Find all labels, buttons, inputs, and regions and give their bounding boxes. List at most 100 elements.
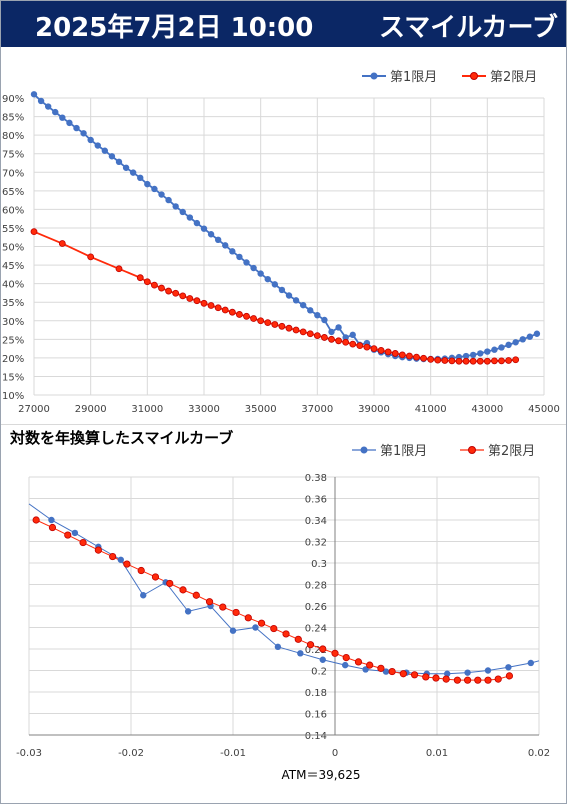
data-point bbox=[257, 270, 264, 277]
data-point bbox=[285, 324, 293, 332]
data-point bbox=[52, 108, 59, 116]
data-point bbox=[143, 278, 151, 286]
data-point bbox=[140, 592, 147, 599]
y-tick-label: 30% bbox=[2, 317, 24, 328]
data-point bbox=[219, 603, 227, 611]
data-point bbox=[137, 566, 145, 575]
data-point bbox=[158, 284, 165, 292]
data-point bbox=[453, 676, 461, 684]
data-point bbox=[410, 671, 419, 679]
data-point bbox=[186, 295, 194, 302]
data-point bbox=[250, 315, 257, 322]
data-point bbox=[328, 335, 335, 343]
data-point bbox=[377, 664, 385, 672]
data-point bbox=[282, 630, 290, 638]
y-tick-label: 45% bbox=[2, 261, 24, 272]
data-point bbox=[94, 142, 101, 149]
data-point bbox=[384, 348, 392, 356]
data-point bbox=[250, 264, 257, 272]
data-point bbox=[228, 308, 236, 316]
y-tick-label: 0.22 bbox=[305, 645, 327, 656]
data-point bbox=[80, 130, 87, 137]
data-point bbox=[64, 531, 72, 539]
y-tick-label: 90% bbox=[2, 94, 24, 105]
legend-marker bbox=[360, 446, 368, 454]
data-point bbox=[321, 316, 328, 324]
data-point bbox=[73, 124, 80, 132]
y-tick-label: 20% bbox=[2, 354, 24, 365]
data-point bbox=[252, 624, 259, 631]
legend-marker bbox=[370, 72, 378, 80]
data-point bbox=[313, 332, 321, 340]
x-tick-label: 35000 bbox=[245, 404, 277, 415]
x-tick-label: -0.01 bbox=[220, 748, 246, 759]
data-point bbox=[172, 203, 179, 210]
y-tick-label: 75% bbox=[2, 150, 24, 161]
data-point bbox=[109, 552, 117, 561]
data-point bbox=[122, 164, 130, 171]
data-point bbox=[58, 240, 66, 247]
x-tick-label: -0.03 bbox=[16, 748, 42, 759]
data-point bbox=[432, 674, 440, 682]
data-point bbox=[335, 337, 342, 345]
data-point bbox=[519, 336, 526, 343]
data-point bbox=[184, 608, 192, 615]
legend-marker bbox=[470, 72, 478, 80]
section-divider bbox=[1, 424, 566, 425]
data-point bbox=[158, 191, 165, 198]
data-point bbox=[59, 114, 66, 121]
data-point bbox=[370, 345, 378, 352]
header-date: 2025年7月2日 10:00 bbox=[35, 13, 314, 43]
data-point bbox=[366, 661, 374, 669]
x-tick-label: 45000 bbox=[528, 404, 560, 415]
data-point bbox=[48, 523, 57, 532]
x-tick-label: 0 bbox=[332, 748, 338, 759]
data-point bbox=[335, 324, 342, 331]
data-point bbox=[505, 341, 512, 349]
chart-title: 対数を年換算したスマイルカーブ bbox=[9, 429, 233, 447]
x-tick-label: 43000 bbox=[471, 404, 503, 415]
data-point bbox=[48, 516, 55, 524]
data-point bbox=[44, 103, 52, 110]
y-tick-label: 0.16 bbox=[305, 710, 327, 721]
data-point bbox=[179, 292, 187, 300]
data-point bbox=[79, 538, 87, 547]
data-point bbox=[349, 331, 356, 339]
data-point bbox=[319, 656, 326, 663]
data-point bbox=[462, 352, 470, 360]
data-point bbox=[193, 297, 201, 305]
data-point bbox=[292, 297, 300, 304]
smile-curve-chart: 10% 15% 20% 25% 30% 35% 40% 45% 50% 55% 60% 65% 70% 7… bbox=[2, 70, 560, 415]
data-point bbox=[299, 301, 307, 309]
data-point bbox=[166, 579, 174, 588]
data-point bbox=[526, 333, 534, 340]
data-point bbox=[505, 672, 514, 680]
data-point bbox=[406, 352, 413, 360]
data-point bbox=[491, 346, 498, 353]
data-point bbox=[192, 591, 200, 599]
data-point bbox=[484, 676, 492, 684]
data-point bbox=[205, 598, 214, 606]
y-tick-label: 0.28 bbox=[305, 581, 327, 592]
legend-marker bbox=[468, 446, 476, 454]
y-tick-label: 25% bbox=[2, 335, 24, 346]
x-tick-label: 41000 bbox=[415, 404, 447, 415]
x-tick-label: 29000 bbox=[75, 404, 107, 415]
data-point bbox=[193, 219, 201, 227]
data-point bbox=[342, 334, 349, 341]
data-point bbox=[512, 339, 519, 346]
atm-annotation: ATM＝39,625 bbox=[282, 768, 361, 782]
y-tick-label: 0.34 bbox=[305, 516, 327, 527]
data-point bbox=[257, 317, 265, 325]
data-point bbox=[469, 357, 477, 365]
header-title: スマイルカーブ bbox=[379, 13, 558, 43]
data-point bbox=[434, 356, 442, 364]
data-point bbox=[137, 174, 144, 182]
y-tick-label: 0.36 bbox=[305, 495, 327, 506]
data-point bbox=[388, 667, 396, 676]
data-point bbox=[151, 573, 160, 581]
data-point bbox=[271, 321, 279, 328]
data-point bbox=[271, 281, 279, 288]
data-point bbox=[200, 225, 208, 232]
data-point bbox=[349, 340, 357, 348]
